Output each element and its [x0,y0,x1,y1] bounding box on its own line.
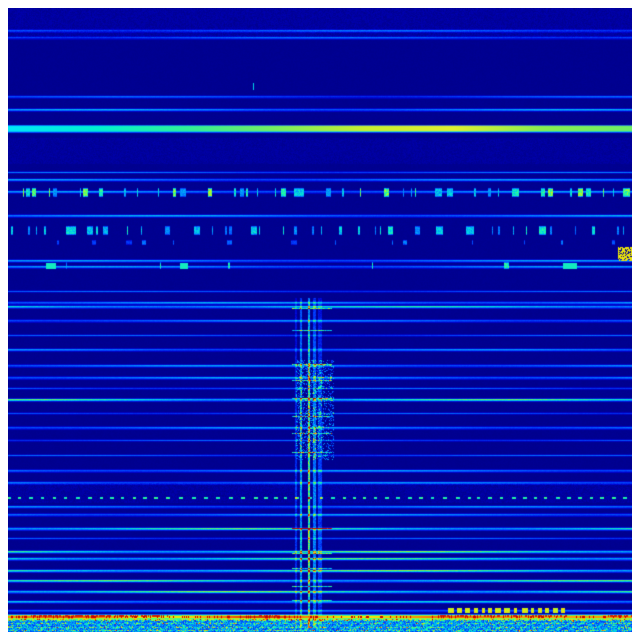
spectrogram-canvas[interactable] [8,8,632,632]
waterfall-plot[interactable] [8,8,632,632]
